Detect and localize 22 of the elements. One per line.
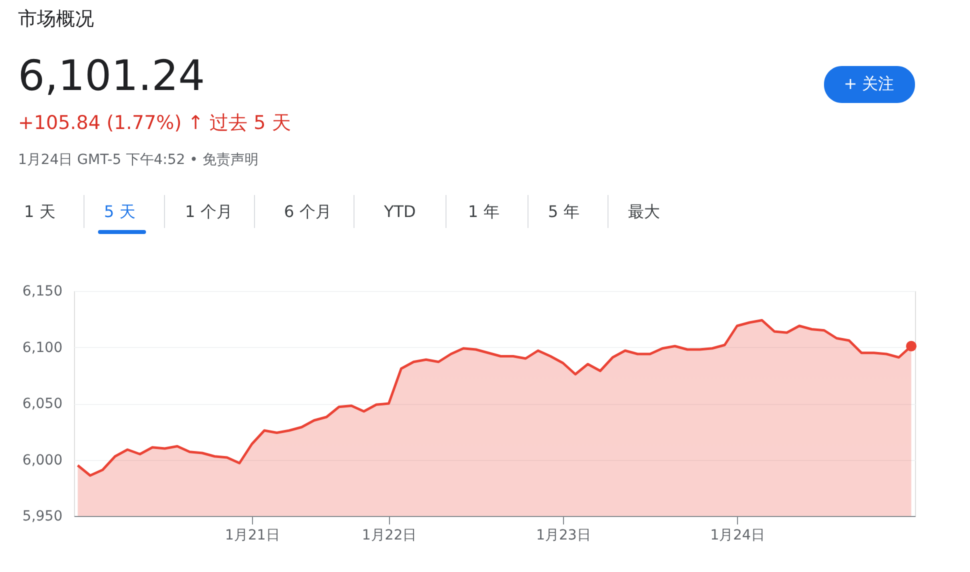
text: +105.84 (1.77%) ↑ 过去 5 天: [18, 112, 291, 134]
text: 1 天: [24, 202, 56, 221]
x-tick-label: 1月23日: [536, 528, 591, 544]
text: + 关注: [844, 74, 894, 93]
y-tick-label: 6,100: [22, 340, 62, 356]
text: 5 年: [548, 202, 580, 221]
y-tick-label: 6,000: [22, 452, 62, 468]
x-tick-label: 1月24日: [710, 528, 765, 544]
text: 1月24日 GMT-5 下午4:52 • 免责声明: [18, 152, 258, 168]
chart-title: 市场概况: [18, 8, 94, 30]
text: 5 天: [104, 202, 136, 221]
x-tick-label: 1月21日: [225, 528, 280, 544]
text: 1 个月: [185, 202, 232, 221]
text: 最大: [628, 202, 660, 221]
text: 6,101.24: [18, 51, 206, 100]
x-tick-label: 1月22日: [362, 528, 417, 544]
y-tick-label: 6,150: [22, 284, 62, 300]
text: 6 个月: [284, 202, 332, 221]
y-tick-label: 6,050: [22, 396, 62, 412]
text: 1 年: [468, 202, 500, 221]
text: YTD: [383, 202, 416, 221]
y-tick-label: 5,950: [22, 508, 62, 524]
